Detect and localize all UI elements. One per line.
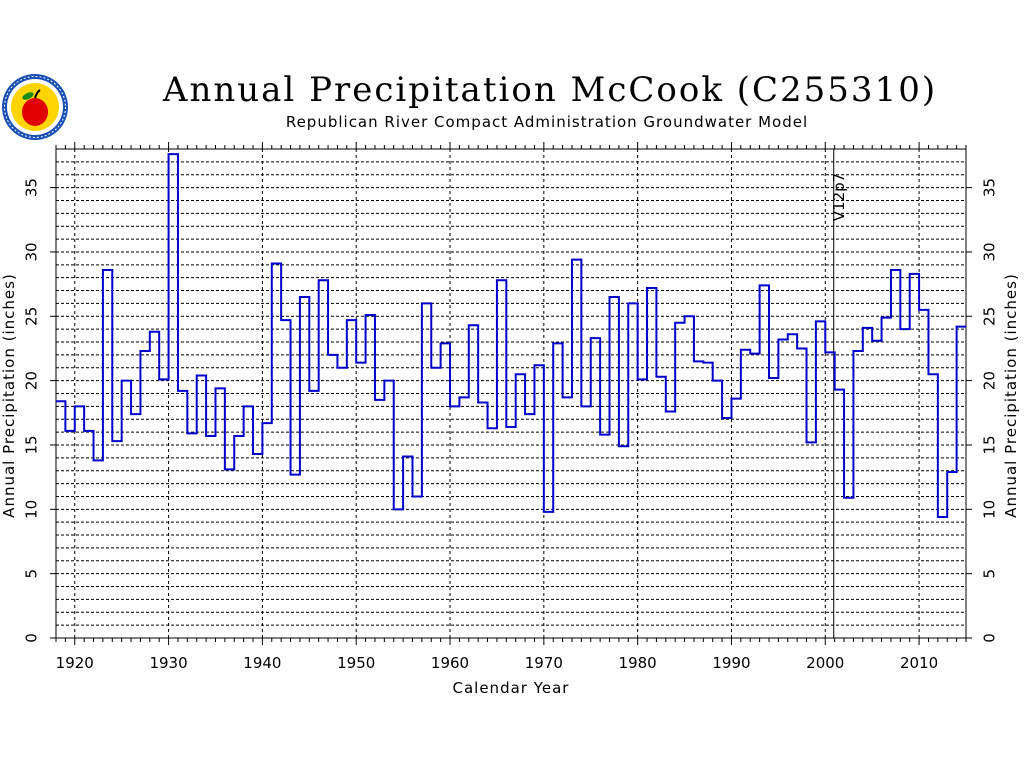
y-tick-label-left: 10: [23, 500, 41, 519]
y-tick-label-right: 5: [981, 569, 999, 579]
x-tick-label: 1990: [712, 654, 750, 672]
y-tick-label-right: 10: [981, 500, 999, 519]
x-tick-label: 1960: [431, 654, 469, 672]
x-tick-label: 1970: [525, 654, 563, 672]
x-tick-label: 1980: [619, 654, 657, 672]
x-tick-label: 2010: [900, 654, 938, 672]
y-tick-label-left: 35: [23, 178, 41, 197]
chart-title: Annual Precipitation McCook (C255310): [162, 70, 938, 110]
y-axis-label-right: Annual Precipitation (inches): [1002, 273, 1020, 518]
x-axis-label: Calendar Year: [453, 679, 570, 697]
y-tick-label-right: 35: [981, 178, 999, 197]
y-tick-label-right: 25: [981, 307, 999, 326]
chart-subtitle: Republican River Compact Administration …: [285, 113, 809, 131]
precipitation-step-line: [56, 153, 966, 519]
x-tick-label: 2000: [806, 654, 844, 672]
y-tick-label-right: 0: [981, 633, 999, 643]
apple-seal-logo: [2, 74, 68, 140]
y-tick-label-right: 20: [981, 371, 999, 390]
y-tick-label-left: 25: [23, 307, 41, 326]
y-tick-label-left: 5: [23, 569, 41, 579]
y-tick-label-left: 0: [23, 633, 41, 643]
x-tick-label: 1950: [337, 654, 375, 672]
x-tick-label: 1930: [149, 654, 187, 672]
plot-frame: [55, 148, 967, 639]
y-axis-label-left: Annual Precipitation (inches): [0, 273, 18, 518]
y-tick-label-right: 30: [981, 242, 999, 261]
y-tick-label-left: 30: [23, 242, 41, 261]
x-tick-label: 1940: [243, 654, 281, 672]
y-tick-label-left: 20: [23, 371, 41, 390]
annotation-label: V12p7: [830, 173, 848, 221]
y-tick-label-left: 15: [23, 435, 41, 454]
y-tick-label-right: 15: [981, 435, 999, 454]
x-tick-label: 1920: [56, 654, 94, 672]
